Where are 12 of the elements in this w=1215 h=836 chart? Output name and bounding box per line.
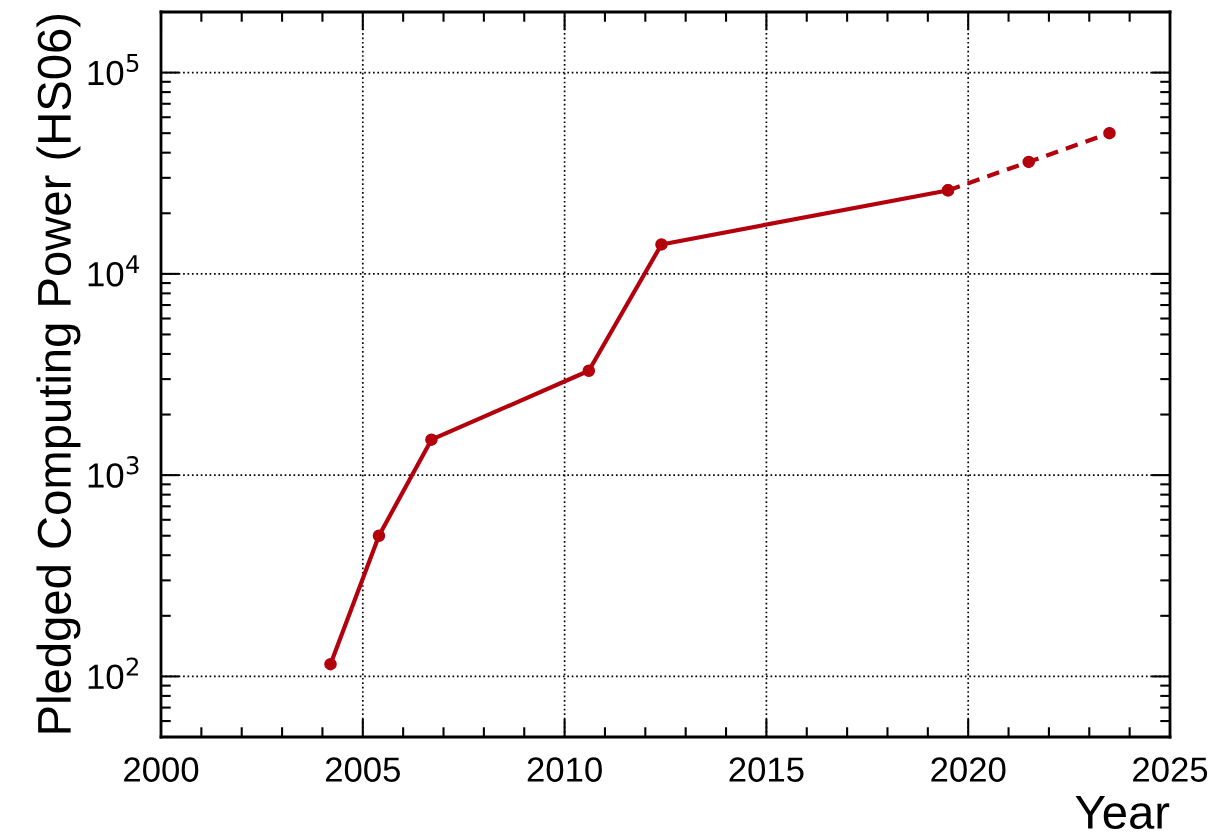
y-tick-label: 10$^{5}$ <box>88 53 139 86</box>
y-tick-label: 10$^{2}$ <box>88 657 138 690</box>
x-tick-label: 2020 <box>931 757 1006 782</box>
y-axis-title: Pledged Computing Power (HS06) <box>36 14 81 733</box>
x-tick-label: 2025 <box>1133 757 1208 782</box>
x-tick-label: 2005 <box>325 757 400 782</box>
y-tick-label: 10$^{3}$ <box>88 456 139 488</box>
x-tick-label: 2010 <box>527 757 602 782</box>
x-tick-label: 2000 <box>124 757 199 782</box>
x-axis-title: Year <box>1075 796 1170 830</box>
x-tick-label: 2015 <box>729 757 804 782</box>
y-tick-label: 10$^{4}$ <box>88 255 140 287</box>
